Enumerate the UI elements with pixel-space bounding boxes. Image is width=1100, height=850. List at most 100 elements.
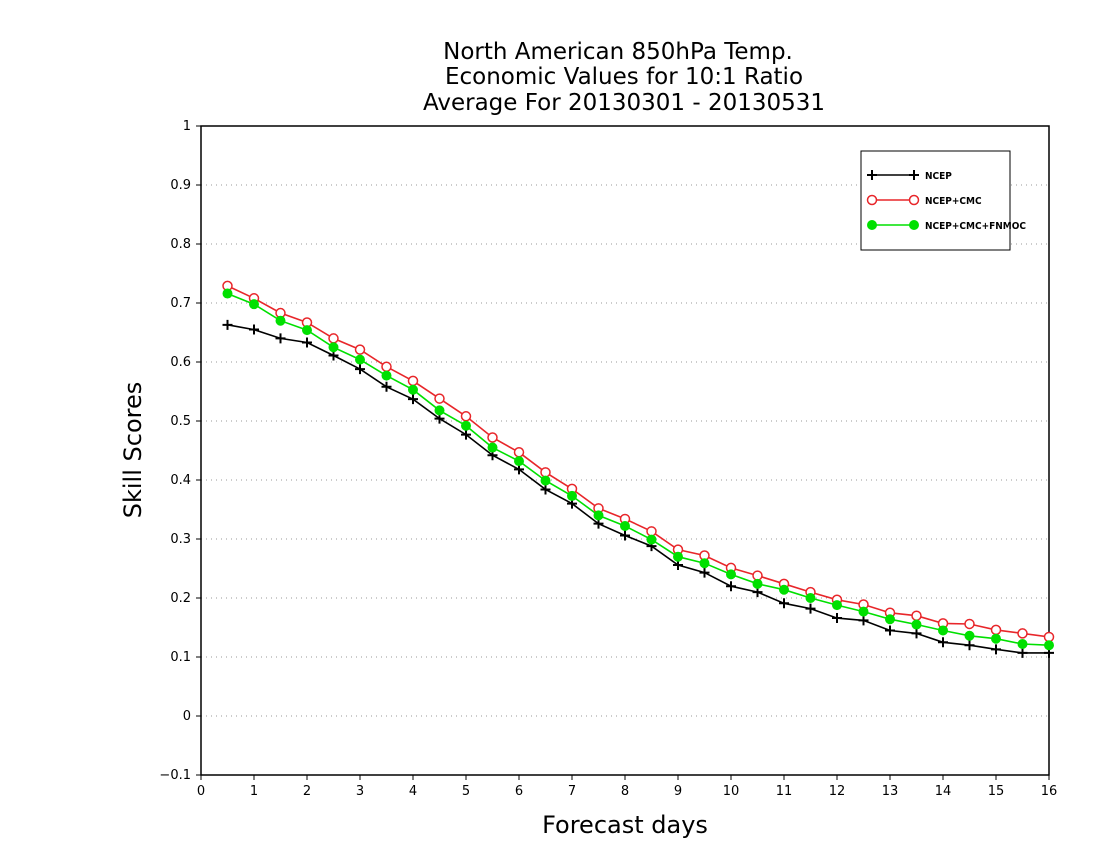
- data-point: [964, 640, 975, 651]
- data-point: [752, 570, 763, 581]
- data-point: [434, 405, 445, 416]
- legend-marker: [867, 170, 877, 180]
- plot-frame: [200, 125, 1050, 776]
- legend-marker: [866, 194, 878, 206]
- data-point: [593, 510, 604, 521]
- legend-entry: NCEP+CMC+FNMOC: [867, 220, 1026, 232]
- data-point: [911, 628, 922, 639]
- data-point: [938, 637, 948, 648]
- x-axis-label: Forecast days: [542, 811, 708, 839]
- data-point: [249, 324, 259, 335]
- title-line-1: North American 850hPa Temp.: [443, 39, 793, 65]
- series-2: [222, 280, 1055, 643]
- data-point: [381, 381, 392, 392]
- data-point: [461, 420, 471, 431]
- data-point: [964, 618, 975, 630]
- data-point: [249, 299, 259, 310]
- data-point: [832, 613, 842, 624]
- x-tick-label: 13: [882, 784, 899, 799]
- y-tick-label: 0.7: [170, 296, 191, 311]
- x-tick-label: 12: [829, 784, 846, 799]
- series-layer: [222, 280, 1055, 658]
- y-tick-label: −0.1: [159, 768, 191, 783]
- data-point: [620, 521, 630, 532]
- x-tick-label: 1: [250, 784, 258, 799]
- data-point: [487, 432, 498, 443]
- x-tick-label: 4: [409, 784, 417, 799]
- data-point: [275, 315, 286, 326]
- x-tick-label: 6: [515, 784, 523, 799]
- series-1: [222, 319, 1054, 658]
- data-point: [646, 526, 657, 537]
- chart-title: North American 850hPa Temp. Economic Val…: [423, 39, 825, 116]
- x-axis-ticks: 0 1 2 3 4 5 6 7 8 9 10 11 12 13 14 15 16: [197, 775, 1057, 799]
- data-point: [752, 578, 763, 589]
- data-point: [911, 610, 922, 621]
- series-line: [227, 285, 1050, 638]
- data-point: [408, 384, 418, 395]
- y-tick-label: 0.4: [170, 473, 191, 488]
- data-point: [699, 567, 710, 578]
- y-tick-label: 0.1: [170, 650, 191, 665]
- data-point: [1017, 647, 1028, 658]
- data-point: [620, 530, 630, 541]
- data-point: [514, 456, 524, 467]
- data-point: [408, 394, 418, 405]
- x-tick-label: 0: [197, 784, 205, 799]
- data-point: [858, 606, 869, 617]
- legend-label: NCEP+CMC+FNMOC: [925, 221, 1026, 232]
- y-tick-label: 1: [183, 119, 191, 134]
- y-tick-label: 0.6: [170, 355, 191, 370]
- data-point: [540, 475, 551, 486]
- data-point: [1044, 640, 1054, 651]
- data-point: [964, 630, 975, 641]
- data-point: [911, 619, 922, 630]
- legend: NCEP NCEP+CMC NCEP+CMC+FNMOC: [860, 150, 1026, 251]
- legend-label: NCEP+CMC: [925, 196, 982, 207]
- series-line: [227, 324, 1049, 654]
- legend-label: NCEP: [925, 171, 952, 182]
- data-point: [805, 603, 816, 614]
- data-point: [938, 625, 948, 636]
- data-point: [302, 325, 312, 336]
- data-point: [354, 344, 366, 355]
- x-tick-label: 8: [621, 784, 629, 799]
- y-tick-label: 0.9: [170, 178, 191, 193]
- series-3: [222, 288, 1054, 651]
- data-point: [328, 342, 339, 353]
- y-tick-label: 0.2: [170, 591, 191, 606]
- y-tick-label: 0: [183, 709, 191, 724]
- data-point: [381, 370, 392, 381]
- x-tick-label: 7: [568, 784, 576, 799]
- data-point: [381, 361, 392, 372]
- data-point: [1017, 639, 1028, 650]
- legend-entry: NCEP+CMC: [866, 194, 982, 207]
- x-tick-label: 9: [674, 784, 682, 799]
- data-point: [540, 484, 551, 495]
- x-tick-label: 16: [1041, 784, 1058, 799]
- data-point: [513, 447, 525, 458]
- y-tick-label: 0.8: [170, 237, 191, 252]
- legend-marker: [867, 220, 877, 230]
- data-point: [222, 288, 233, 299]
- data-point: [567, 490, 577, 501]
- legend-marker: [909, 220, 919, 230]
- data-point: [699, 558, 710, 569]
- x-tick-label: 15: [988, 784, 1005, 799]
- data-point: [805, 593, 816, 603]
- title-line-3: Average For 20130301 - 20130531: [423, 90, 825, 116]
- data-point: [461, 429, 471, 440]
- data-point: [275, 333, 286, 344]
- legend-marker: [908, 194, 920, 206]
- x-tick-label: 10: [723, 784, 740, 799]
- data-point: [990, 624, 1002, 636]
- data-point: [726, 581, 736, 592]
- data-point: [487, 442, 498, 453]
- data-point: [991, 644, 1001, 655]
- data-point: [1017, 628, 1028, 639]
- data-point: [1043, 631, 1055, 643]
- y-axis-label: Skill Scores: [119, 382, 147, 519]
- legend-items: NCEP NCEP+CMC NCEP+CMC+FNMOC: [866, 170, 1026, 232]
- data-point: [460, 411, 472, 422]
